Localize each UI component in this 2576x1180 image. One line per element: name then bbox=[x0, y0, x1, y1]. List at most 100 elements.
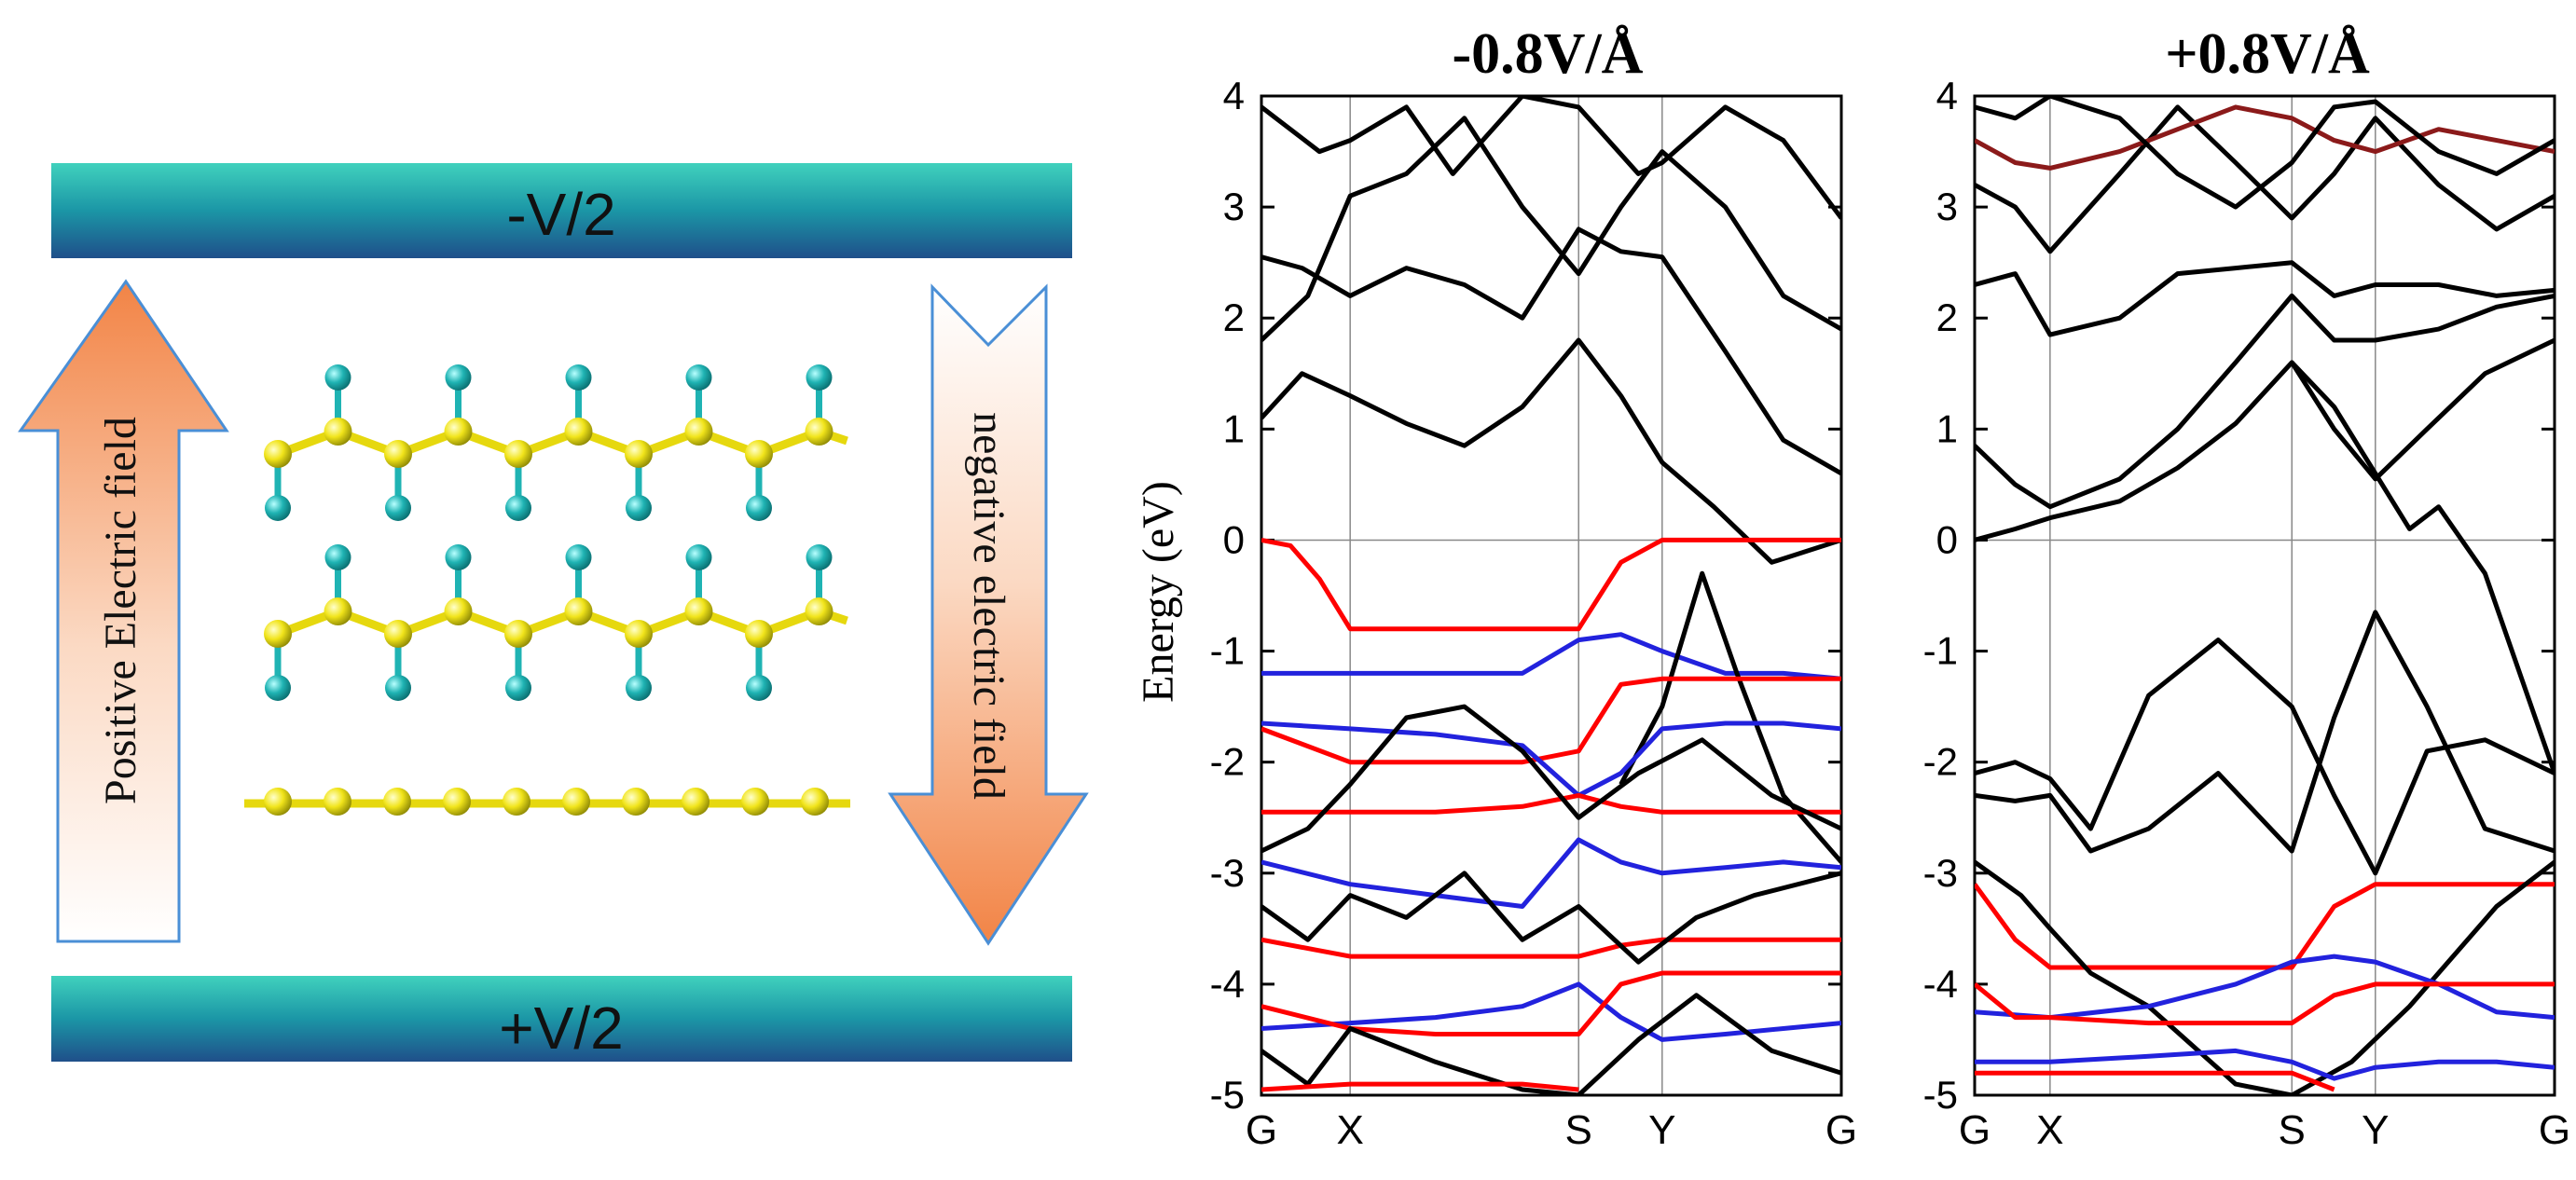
hydrogen-atom bbox=[806, 364, 833, 391]
band-valence-1 bbox=[1975, 638, 2555, 876]
carbon-atom bbox=[324, 788, 351, 816]
carbon-atom bbox=[444, 418, 473, 446]
hydrogen-atom bbox=[806, 544, 833, 570]
carbon-atom bbox=[504, 440, 532, 468]
plot-frame bbox=[1260, 94, 1843, 1097]
carbon-atom bbox=[805, 597, 833, 625]
carbon-atom bbox=[564, 597, 593, 625]
carbon-atom bbox=[504, 620, 532, 648]
carbon-atom bbox=[264, 440, 292, 468]
band-valence-blue-1 bbox=[1975, 954, 2555, 1021]
carbon-atom bbox=[684, 597, 713, 625]
hydrogen-atom bbox=[265, 495, 291, 521]
hydrogen-atom bbox=[746, 675, 772, 701]
band-valence-red-6 bbox=[1261, 1081, 1579, 1092]
y-tick-label: -4 bbox=[1923, 962, 1958, 1006]
positive-field-arrow bbox=[18, 279, 229, 943]
y-tick-label: 0 bbox=[1936, 517, 1958, 561]
band-conduction-3 bbox=[1975, 260, 2555, 337]
band-valence-red-3 bbox=[1975, 1070, 2335, 1092]
band-valence-black-4 bbox=[1261, 993, 1841, 1095]
y-tick-label: 3 bbox=[1936, 185, 1958, 228]
hydrogen-atom bbox=[324, 544, 351, 570]
band-valence-top bbox=[1261, 537, 1841, 632]
hydrogen-atom bbox=[565, 364, 592, 391]
band-valence-blue-1 bbox=[1261, 632, 1841, 681]
hydrogen-atom bbox=[445, 364, 472, 391]
band-band-crossing bbox=[2290, 361, 2555, 775]
band-valence-red-3 bbox=[1261, 792, 1841, 815]
band-valence-black-2 bbox=[1261, 704, 1841, 854]
band-valence-black-3 bbox=[1261, 871, 1841, 965]
y-tick-label: -5 bbox=[1923, 1073, 1958, 1117]
schematic-panel: -V/2 +V/2 Positive Electric field negati… bbox=[18, 163, 1089, 1062]
carbon-atom bbox=[801, 788, 829, 816]
carbon-atom bbox=[324, 418, 352, 446]
k-point-label: G bbox=[1959, 1107, 1991, 1153]
band-conduction-3 bbox=[1261, 116, 1841, 342]
hydrogen-atom bbox=[746, 495, 772, 521]
carbon-atom bbox=[383, 788, 411, 816]
carbon-atom bbox=[503, 788, 530, 816]
y-tick-label: -3 bbox=[1923, 851, 1958, 895]
band-valence-blue-2 bbox=[1975, 1048, 2555, 1081]
top-electrode-plate bbox=[51, 163, 1072, 258]
hydrogen-atom bbox=[626, 675, 652, 701]
y-tick-label: -4 bbox=[1210, 962, 1245, 1006]
hydrogen-atom bbox=[324, 364, 351, 391]
carbon-atom bbox=[384, 440, 412, 468]
k-point-label: G bbox=[2539, 1107, 2570, 1153]
band-valence-red-2 bbox=[1975, 981, 2555, 1026]
y-tick-label: -1 bbox=[1210, 629, 1245, 673]
y-tick-label: -3 bbox=[1210, 851, 1245, 895]
y-tick-label: 1 bbox=[1936, 406, 1958, 450]
hydrogen-atom bbox=[565, 544, 592, 570]
y-tick-label: 3 bbox=[1223, 185, 1245, 228]
y-tick-label: 4 bbox=[1936, 74, 1958, 117]
y-tick-label: -2 bbox=[1923, 740, 1958, 784]
carbon-atom bbox=[562, 788, 590, 816]
top-plate-label: -V/2 bbox=[506, 181, 615, 248]
plot-frame bbox=[1973, 94, 2556, 1097]
hydrogen-atom bbox=[685, 544, 712, 570]
carbon-atom bbox=[443, 788, 471, 816]
y-tick-label: 0 bbox=[1223, 517, 1245, 561]
y-tick-label: 1 bbox=[1223, 406, 1245, 450]
k-point-label: Y bbox=[1648, 1107, 1675, 1153]
carbon-atom bbox=[684, 418, 713, 446]
carbon-atom bbox=[324, 597, 352, 625]
carbon-atom bbox=[625, 620, 653, 648]
bottom-electrode-plate bbox=[51, 976, 1072, 1062]
band-conduction-5 bbox=[1975, 104, 2555, 171]
hydrogen-atom bbox=[445, 544, 472, 570]
k-point-label: S bbox=[2279, 1107, 2306, 1153]
band-conduction-6 bbox=[1975, 96, 2555, 210]
plot-title-minus: -0.8V/Å bbox=[1453, 22, 1644, 86]
hydrogen-atom bbox=[685, 364, 712, 391]
hydrogen-atom bbox=[505, 675, 531, 701]
carbon-atom bbox=[444, 597, 473, 625]
y-axis-label: Energy (eV) bbox=[1134, 481, 1183, 703]
band-conduction-1 bbox=[1261, 337, 1841, 565]
band-conduction-2 bbox=[1261, 226, 1841, 476]
y-tick-label: 2 bbox=[1936, 295, 1958, 339]
carbon-atom bbox=[745, 620, 773, 648]
y-tick-label: 4 bbox=[1223, 74, 1245, 117]
hydrogen-atom bbox=[505, 495, 531, 521]
band-valence-red-5 bbox=[1261, 970, 1841, 1036]
plot-title-plus: +0.8V/Å bbox=[2165, 22, 2370, 86]
hydrogen-atom bbox=[265, 675, 291, 701]
hydrogen-atom bbox=[626, 495, 652, 521]
carbon-atom bbox=[625, 440, 653, 468]
y-tick-label: 2 bbox=[1223, 295, 1245, 339]
band-conduction-2 bbox=[1975, 293, 2555, 510]
y-tick-label: -2 bbox=[1210, 740, 1245, 784]
negative-field-label: negative electric field bbox=[964, 412, 1013, 800]
band-valence-red-2 bbox=[1261, 676, 1841, 765]
band-valence-red-4 bbox=[1261, 937, 1841, 959]
y-tick-label: -1 bbox=[1923, 629, 1958, 673]
carbon-atom bbox=[264, 788, 292, 816]
